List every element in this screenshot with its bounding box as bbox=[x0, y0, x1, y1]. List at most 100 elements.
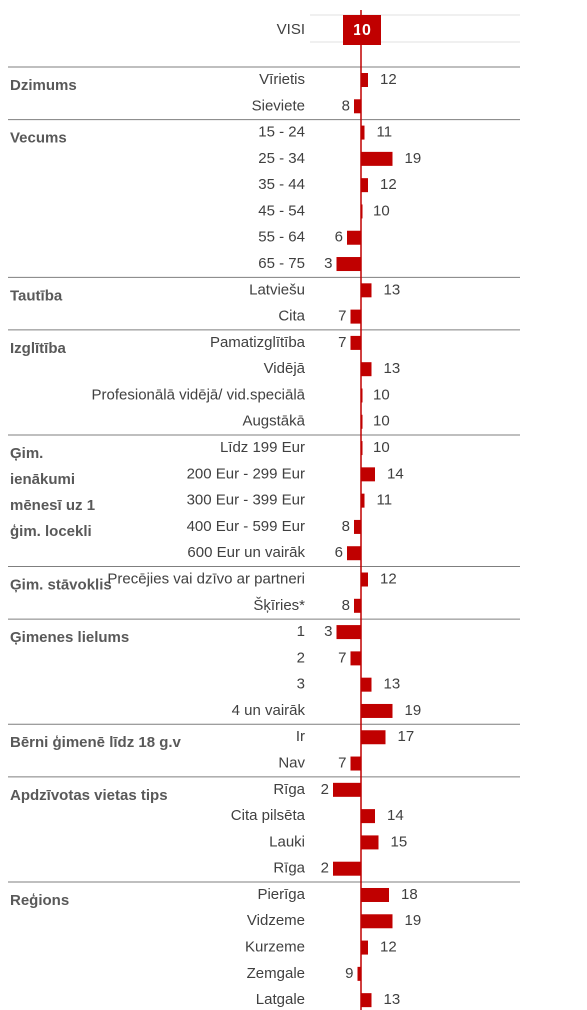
row-label: Rīga bbox=[273, 860, 305, 877]
bar bbox=[350, 309, 361, 324]
row-label: Ir bbox=[296, 728, 305, 745]
value-label: 12 bbox=[380, 939, 397, 956]
value-label: 2 bbox=[321, 860, 329, 877]
bar bbox=[347, 230, 361, 245]
row-label: Šķīries* bbox=[253, 597, 305, 614]
value-label: 12 bbox=[380, 176, 397, 193]
bar bbox=[361, 493, 365, 508]
bar bbox=[361, 887, 389, 902]
bar bbox=[361, 467, 375, 482]
group-header: Reģions bbox=[10, 892, 69, 909]
bar bbox=[361, 677, 372, 692]
total-label: VISI bbox=[277, 21, 305, 38]
value-label: 13 bbox=[384, 676, 401, 693]
group-header: Ģim. bbox=[10, 445, 43, 462]
bar bbox=[350, 335, 361, 350]
row-label: 3 bbox=[297, 676, 305, 693]
bar bbox=[336, 625, 361, 640]
row-label: Precējies vai dzīvo ar partneri bbox=[107, 570, 305, 587]
row-label: Lauki bbox=[269, 833, 305, 850]
value-label: 17 bbox=[398, 728, 415, 745]
row-label: Cita bbox=[278, 308, 305, 325]
row-label: Pamatizglītība bbox=[210, 334, 306, 351]
bar bbox=[361, 125, 365, 140]
value-label: 6 bbox=[335, 544, 343, 561]
row-label: 55 - 64 bbox=[258, 229, 305, 246]
row-label: Zemgale bbox=[247, 965, 305, 982]
value-label: 11 bbox=[377, 492, 393, 509]
bar bbox=[361, 914, 393, 929]
value-label: 8 bbox=[342, 518, 350, 535]
bar bbox=[361, 993, 372, 1008]
value-label: 10 bbox=[373, 202, 390, 219]
bar bbox=[357, 966, 361, 981]
row-label: 4 un vairāk bbox=[232, 702, 306, 719]
bar bbox=[361, 362, 372, 377]
group-header: Vecums bbox=[10, 130, 67, 147]
bar bbox=[361, 940, 368, 955]
value-label: 6 bbox=[335, 229, 343, 246]
total-box bbox=[343, 15, 381, 45]
row-label: Rīga bbox=[273, 781, 305, 798]
bar bbox=[361, 835, 379, 850]
value-label: 10 bbox=[373, 413, 390, 430]
row-label: Profesionālā vidējā/ vid.speciālā bbox=[92, 386, 306, 403]
value-label: 8 bbox=[342, 97, 350, 114]
row-label: 300 Eur - 399 Eur bbox=[187, 492, 305, 509]
row-label: Latviešu bbox=[249, 281, 305, 298]
value-label: 14 bbox=[387, 807, 404, 824]
value-label: 7 bbox=[338, 308, 346, 325]
value-label: 10 bbox=[373, 439, 390, 456]
row-label: Kurzeme bbox=[245, 939, 305, 956]
row-label: Pierīga bbox=[257, 886, 305, 903]
row-label: 1 bbox=[297, 623, 305, 640]
group-header: Apdzīvotas vietas tips bbox=[10, 787, 168, 804]
bar bbox=[361, 283, 372, 298]
bar bbox=[333, 782, 361, 797]
group-header: ģim. locekli bbox=[10, 523, 92, 540]
group-header: ienākumi bbox=[10, 471, 75, 488]
bar bbox=[361, 703, 393, 718]
bar bbox=[361, 809, 375, 824]
group-header: mēnesī uz 1 bbox=[10, 497, 95, 514]
value-label: 13 bbox=[384, 281, 401, 298]
bar bbox=[336, 257, 361, 272]
value-label: 13 bbox=[384, 360, 401, 377]
row-label: 200 Eur - 299 Eur bbox=[187, 465, 305, 482]
value-label: 13 bbox=[384, 991, 401, 1008]
bar bbox=[354, 598, 361, 613]
group-header: Izglītība bbox=[10, 340, 66, 357]
value-label: 19 bbox=[405, 150, 422, 167]
bar bbox=[361, 178, 368, 193]
group-header: Tautība bbox=[10, 287, 63, 304]
bar bbox=[361, 572, 368, 587]
value-label: 9 bbox=[345, 965, 353, 982]
row-label: Vidzeme bbox=[247, 912, 305, 929]
row-label: 15 - 24 bbox=[258, 124, 305, 141]
row-label: Vīrietis bbox=[259, 71, 305, 88]
row-label: Latgale bbox=[256, 991, 305, 1008]
bar bbox=[361, 730, 386, 745]
value-label: 18 bbox=[401, 886, 418, 903]
row-label: 25 - 34 bbox=[258, 150, 305, 167]
value-label: 11 bbox=[377, 124, 393, 141]
group-header: Dzimums bbox=[10, 77, 77, 94]
group-header: Bērni ģimenē līdz 18 g.v bbox=[10, 734, 182, 751]
bar bbox=[354, 519, 361, 534]
value-label: 7 bbox=[338, 755, 346, 772]
value-label: 2 bbox=[321, 781, 329, 798]
row-label: 65 - 75 bbox=[258, 255, 305, 272]
row-label: Sieviete bbox=[252, 97, 305, 114]
row-label: Augstākā bbox=[242, 413, 305, 430]
row-label: Līdz 199 Eur bbox=[220, 439, 305, 456]
bar bbox=[361, 73, 368, 87]
value-label: 3 bbox=[324, 255, 332, 272]
value-label: 12 bbox=[380, 71, 397, 88]
row-label: Cita pilsēta bbox=[231, 807, 306, 824]
row-label: 45 - 54 bbox=[258, 202, 305, 219]
value-label: 19 bbox=[405, 702, 422, 719]
group-header: Ģimenes lielums bbox=[10, 629, 129, 646]
total-value: 10 bbox=[353, 22, 371, 39]
value-label: 3 bbox=[324, 623, 332, 640]
